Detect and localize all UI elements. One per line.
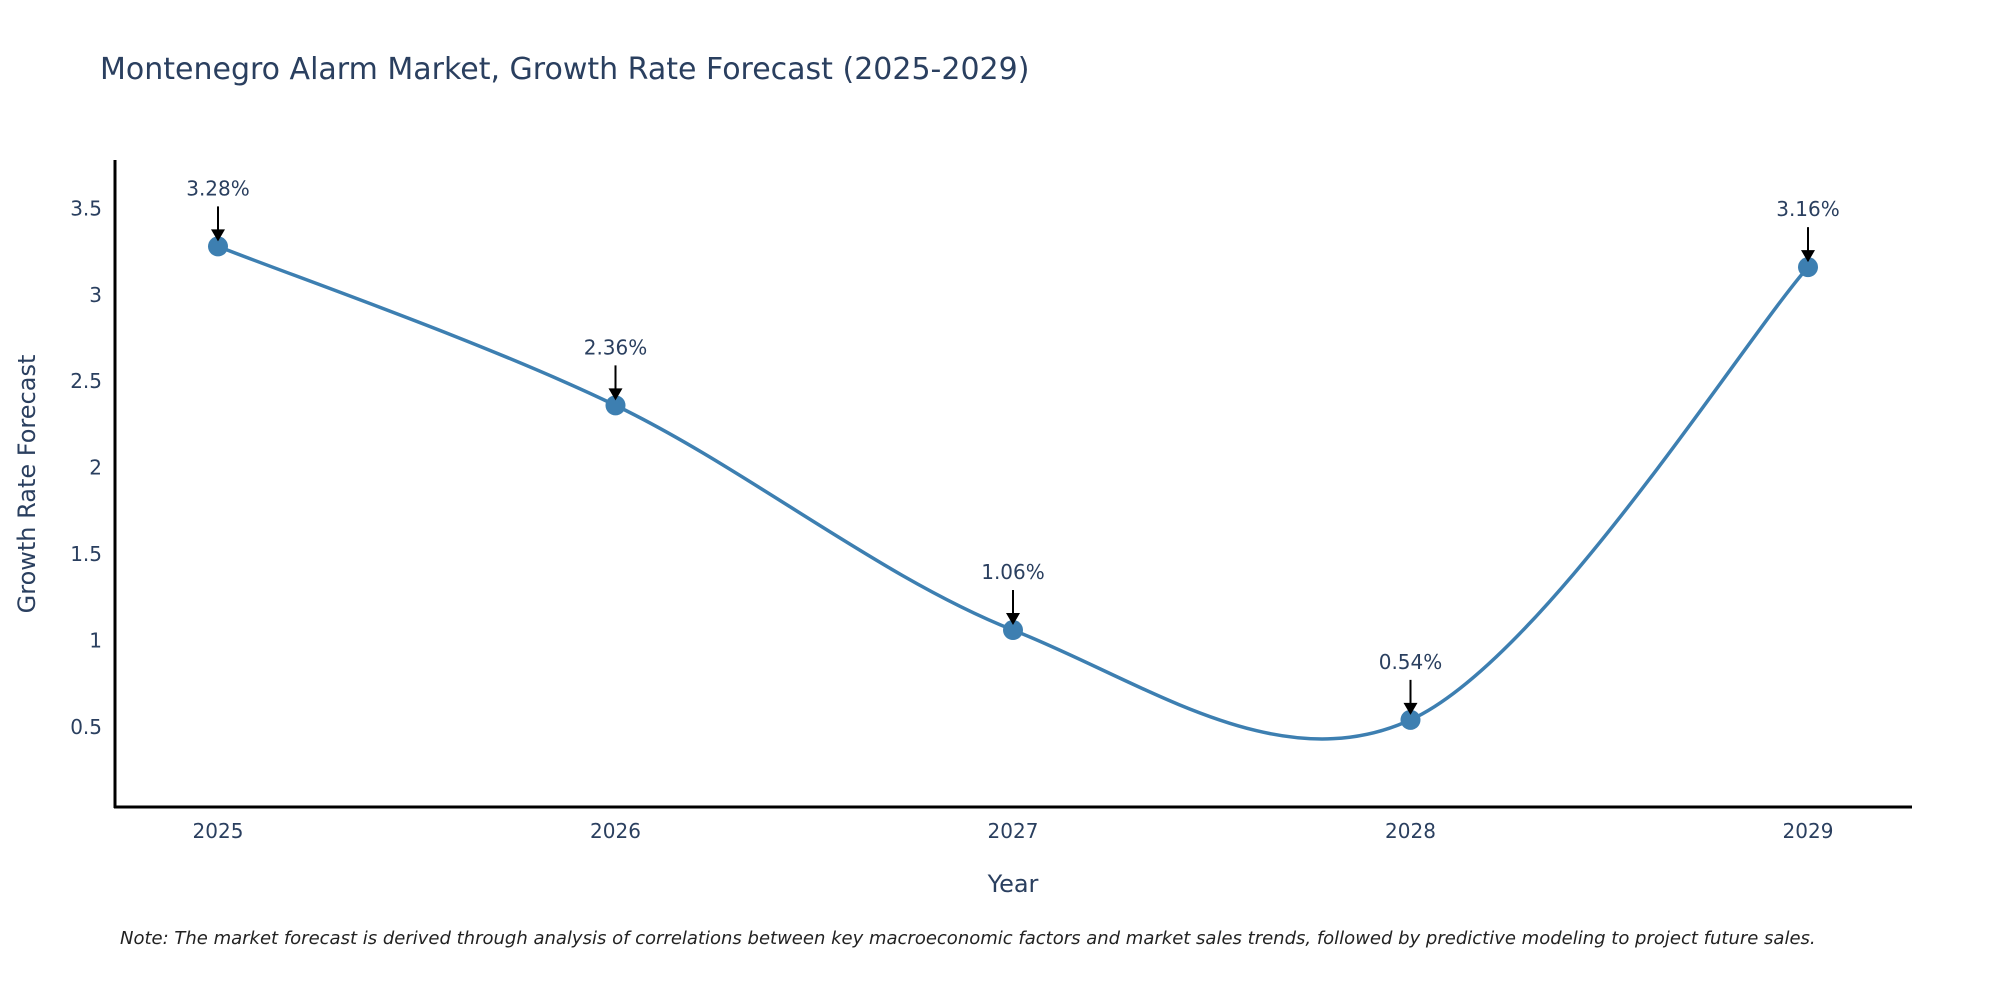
x-axis-ticks: 2025 2026 2027 2028 2029 [193,819,1834,843]
data-label: 3.16% [1776,197,1840,221]
annotation-arrowhead [211,229,225,242]
y-tick-label: 0.5 [70,715,102,739]
data-point [1003,620,1023,641]
y-tick-label: 2.5 [70,369,102,393]
x-tick-label: 2026 [590,819,641,843]
footnote: Note: The market forecast is derived thr… [120,928,1816,949]
data-label: 1.06% [981,560,1045,584]
annotation-arrowhead [608,388,623,401]
y-tick-label: 3.5 [70,196,102,220]
data-point [1400,709,1421,730]
x-tick-label: 2028 [1385,819,1436,843]
annotation-arrowhead [1801,250,1815,263]
x-tick-label: 2027 [988,819,1039,843]
data-annotations: 3.28% 2.36% 1.06% 0.54% 3.16% [186,176,1840,715]
annotation-arrowhead [1006,613,1020,626]
data-point [605,395,626,416]
data-label: 3.28% [186,176,250,200]
annotation-arrowhead [1403,702,1418,715]
y-tick-label: 1 [89,628,102,652]
x-tick-label: 2029 [1783,819,1834,843]
data-label: 0.54% [1379,650,1443,674]
y-tick-label: 1.5 [70,542,102,566]
y-tick-label: 2 [89,456,102,480]
data-point [208,236,228,257]
data-markers [208,236,1818,730]
data-label: 2.36% [584,335,648,359]
y-tick-label: 3 [89,283,102,307]
y-axis-title: Growth Rate Forecast [13,355,41,614]
x-tick-label: 2025 [193,819,244,843]
chart-title: Montenegro Alarm Market, Growth Rate For… [100,52,1029,87]
y-axis-ticks: 0.5 1 1.5 2 2.5 3 3.5 [70,196,102,738]
x-axis-title: Year [987,870,1039,898]
data-point [1798,257,1818,278]
series-line [217,244,1810,741]
